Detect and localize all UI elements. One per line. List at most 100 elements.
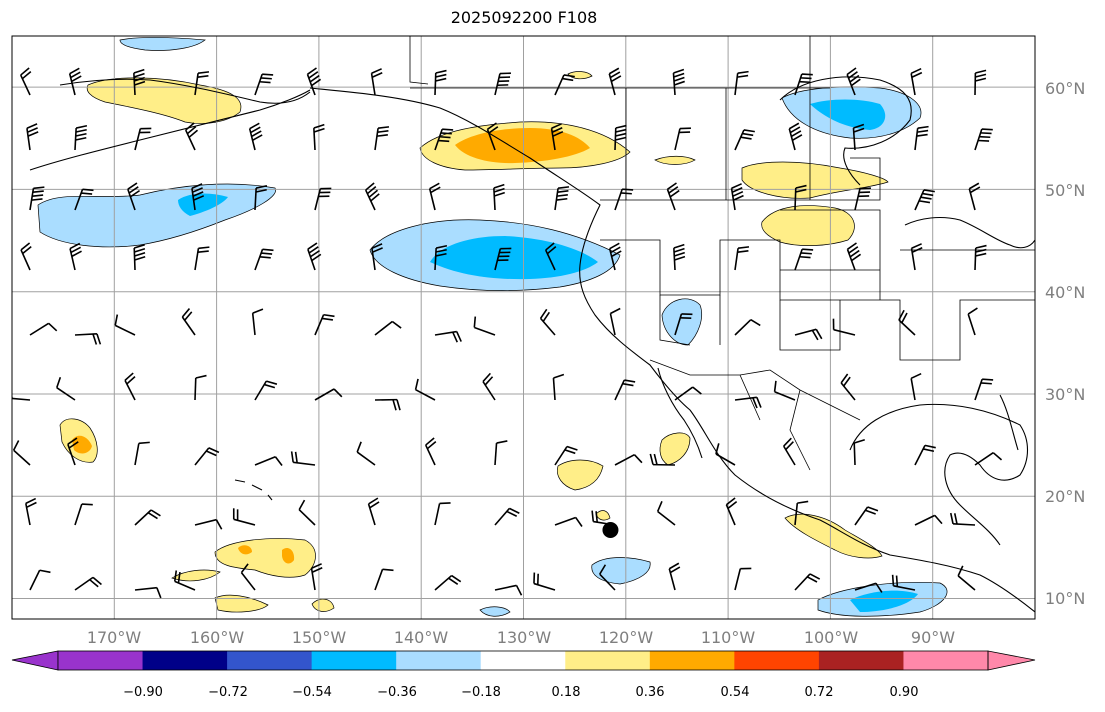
wind-barb (846, 242, 862, 271)
anomaly-shading (37, 37, 948, 617)
colorbar-cell (649, 651, 735, 670)
wind-barb (74, 503, 93, 526)
hudson-bay (779, 76, 912, 186)
wind-barb (554, 74, 575, 96)
wind-barb (715, 443, 736, 466)
wind-barb (599, 564, 616, 591)
wind-barb (434, 69, 447, 96)
yellow-region-tropic-small (595, 510, 611, 521)
wind-barb (434, 502, 451, 526)
yellow-region-small-canada (654, 155, 696, 165)
wind-barb (254, 184, 268, 211)
wind-barb (313, 123, 325, 151)
wind-barb (898, 309, 916, 336)
wind-barb (554, 516, 583, 527)
lon-label: 100°W (804, 628, 859, 647)
wind-barb (68, 67, 82, 96)
wind-barb (371, 243, 383, 271)
wind-barb (494, 584, 523, 596)
wind-barb (428, 182, 441, 211)
wind-barb (127, 182, 141, 211)
colorbar-tick-label: 0.54 (721, 685, 750, 700)
wind-barb (314, 313, 335, 336)
wind-barb (734, 70, 749, 96)
wind-barb (74, 333, 102, 345)
wind-barb (614, 379, 636, 401)
wind-barb (674, 127, 691, 151)
wind-barb (114, 314, 136, 336)
wind-barb (306, 67, 322, 96)
colorbar-cell (818, 651, 904, 670)
wind-barb (974, 244, 987, 271)
yellow-region-baja-east (659, 432, 691, 466)
lon-label: 110°W (701, 628, 756, 647)
wind-barb (133, 244, 146, 271)
gulf-of-mexico-coast (849, 403, 1029, 546)
wind-barb (181, 308, 196, 336)
map-title: 2025092200 F108 (450, 8, 598, 27)
colorbar-cell (903, 651, 989, 670)
wind-barb (29, 186, 45, 211)
wind-barb (794, 73, 813, 96)
colorbar-cell (227, 651, 313, 670)
wind-barb (56, 377, 76, 401)
colorbar-extend-min (11, 650, 59, 671)
lat-label: 50°N (1045, 181, 1085, 200)
lat-label: 40°N (1045, 283, 1085, 302)
wind-barb (552, 373, 565, 401)
colorbar: −0.90 −0.72 −0.54 −0.36 −0.18 0.18 0.36 … (11, 650, 1036, 700)
yellow-region-bering (86, 77, 242, 124)
wind-barb (674, 386, 702, 401)
wind-barb (730, 183, 744, 211)
wind-barb (794, 328, 823, 341)
yellow-region-eastern-pacific (556, 459, 604, 491)
wind-barb (734, 567, 752, 591)
wind-barb (254, 456, 283, 467)
colorbar-tick-label: −0.54 (292, 685, 332, 700)
wind-barb (473, 316, 496, 336)
wind-barb (539, 308, 556, 336)
wind-barb (29, 322, 58, 336)
wind-barb (614, 453, 643, 466)
wind-barb (609, 307, 621, 336)
wind-barb (434, 330, 462, 343)
wind-barb (67, 437, 79, 466)
us-mexico-border (649, 359, 861, 421)
wind-barb (550, 123, 564, 151)
lon-label: 120°W (599, 628, 654, 647)
wind-barb (544, 242, 557, 271)
baja-california (657, 367, 703, 459)
orange-region-alaska-panhandle (455, 128, 590, 164)
wind-barb (554, 445, 578, 466)
longitude-labels: 170°W 160°W 150°W 140°W 130°W 120°W 110°… (87, 628, 955, 647)
wind-barb (840, 373, 856, 401)
colorbar-frame (57, 650, 989, 671)
wind-barb (854, 582, 883, 593)
wind-barbs (12, 67, 1003, 599)
colorbar-cells (58, 651, 989, 670)
wind-barb (434, 244, 448, 271)
wind-barb (74, 576, 102, 591)
wind-barb (914, 444, 936, 466)
lon-label: 130°W (497, 628, 552, 647)
pale-blue-region-bottom (479, 606, 511, 617)
pale-blue-region-top (119, 37, 206, 51)
wind-barb (134, 441, 150, 466)
latitude-labels: 60°N 50°N 40°N 30°N 20°N 10°N (1045, 79, 1085, 608)
orange-region-south-hawaii-2 (282, 548, 295, 564)
wind-barb (773, 380, 796, 401)
wind-barb (374, 398, 401, 411)
wind-barb (194, 447, 220, 466)
wind-barb (191, 183, 205, 211)
political-borders (409, 36, 1035, 471)
wind-barb (914, 514, 943, 526)
wind-barb (184, 122, 199, 151)
wind-barb (194, 71, 210, 96)
lat-label: 30°N (1045, 385, 1085, 404)
wind-barb (20, 242, 32, 271)
wind-barb (374, 320, 402, 336)
us-states-east (840, 249, 1035, 361)
wind-barb (649, 453, 676, 466)
colorbar-cell (311, 651, 397, 670)
